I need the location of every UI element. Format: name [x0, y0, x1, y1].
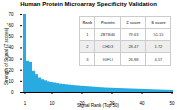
svg-text:30: 30: [8, 57, 14, 62]
svg-text:Strength of Signal (Z scores): Strength of Signal (Z scores) →: [4, 22, 9, 85]
html-text:Rank: Rank: [82, 19, 93, 25]
html-text:IGFLI: IGFLI: [102, 56, 113, 62]
html-text:Protein: Protein: [100, 19, 115, 25]
svg-text:20: 20: [8, 68, 14, 73]
html-text:ZBTB46: ZBTB46: [100, 32, 116, 37]
html-text:2: 2: [86, 44, 89, 50]
svg-text:50: 50: [8, 34, 14, 39]
svg-text:Signal Rank (Top 50): Signal Rank (Top 50): [77, 103, 120, 108]
html-text:Z score: Z score: [126, 19, 141, 25]
svg-text:40: 40: [139, 101, 145, 106]
svg-text:70: 70: [8, 12, 14, 17]
html-text:Human Protein Microarray Speci: Human Protein Microarray Specificity Val…: [20, 1, 157, 7]
svg-text:50: 50: [169, 101, 175, 106]
html-text:79.63: 79.63: [128, 32, 139, 37]
html-text:3: 3: [86, 56, 89, 62]
html-text:1: 1: [86, 32, 89, 37]
html-text:26.88: 26.88: [128, 56, 139, 62]
svg-text:1: 1: [24, 101, 27, 106]
html-text:4.57: 4.57: [154, 56, 163, 62]
svg-text:60: 60: [8, 23, 14, 28]
html-text:1.72: 1.72: [154, 44, 163, 50]
html-text:51.15: 51.15: [153, 32, 164, 37]
svg-text:10: 10: [49, 101, 55, 106]
html-text:S score: S score: [151, 19, 166, 25]
svg-text:0: 0: [11, 90, 14, 95]
html-text:CHD3: CHD3: [102, 44, 114, 50]
svg-text:40: 40: [8, 45, 14, 50]
html-text:28.47: 28.47: [128, 44, 139, 50]
svg-text:10: 10: [8, 79, 14, 84]
